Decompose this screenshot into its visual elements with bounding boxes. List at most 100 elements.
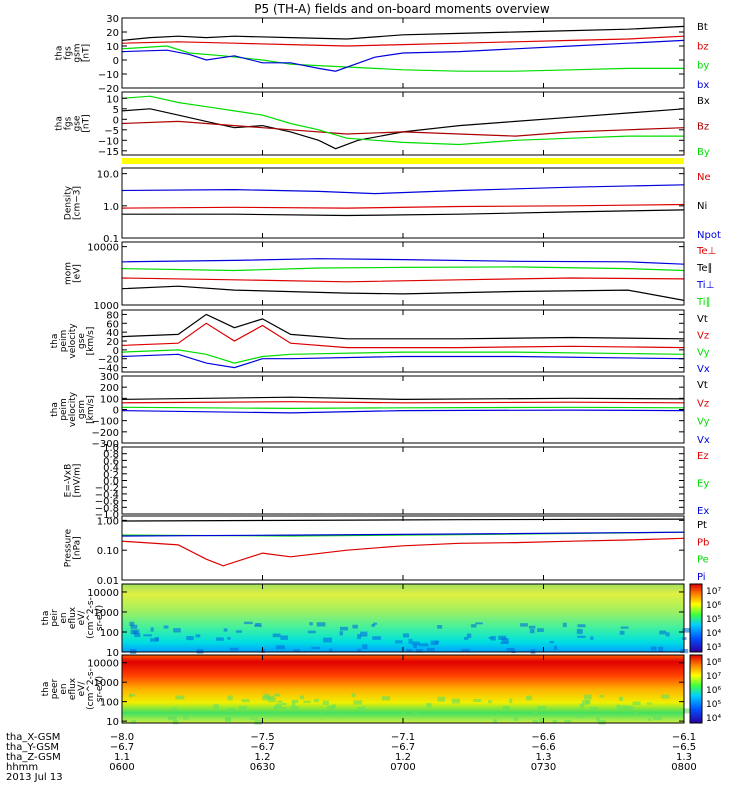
spectrogram-texture (172, 720, 179, 725)
spectrogram-texture (254, 719, 262, 725)
spectrogram-texture (261, 649, 265, 654)
spectrogram-texture (577, 635, 586, 638)
y-axis-label: Density [cm−3] (64, 185, 83, 220)
spectrogram-texture (575, 715, 583, 718)
spectrogram-texture (255, 622, 262, 626)
y-tick-label: 100 (100, 698, 119, 709)
spectrogram-texture (596, 717, 600, 722)
legend-Vz: Vz (697, 398, 709, 409)
y-axis-label-line: [eV] (73, 264, 83, 283)
spectrogram-texture (303, 700, 311, 704)
spectrogram-texture (291, 699, 299, 703)
legend-Vx: Vx (697, 364, 710, 375)
panel-frame (121, 446, 685, 515)
y-axis-label-line: fgs (64, 46, 74, 60)
spectrogram-texture (564, 720, 572, 723)
y-tick-label: −5 (104, 126, 119, 137)
spectrogram-texture (311, 646, 320, 650)
y-tick-label: 200 (100, 383, 119, 394)
spectrogram-texture (681, 708, 690, 714)
y-axis-label-line: eV/ (77, 610, 87, 626)
spectrogram-texture (401, 711, 406, 715)
series-line-Npot (121, 184, 685, 195)
series-line-Vx (121, 409, 685, 414)
legend-Ni: Ni (697, 201, 707, 212)
legend-bx: bx (697, 80, 709, 91)
colorbar-label: 10⁴ (706, 714, 721, 724)
spectrogram-texture (520, 623, 528, 627)
y-axis-label-line: (cm^2-s- (86, 668, 96, 710)
time-axis-value: 1.2 (395, 752, 411, 763)
legend-Vt: Vt (697, 380, 708, 391)
spectrogram-texture (475, 622, 483, 625)
spectrogram-texture (511, 648, 516, 654)
y-tick-label: 40 (106, 328, 119, 339)
y-tick-label: 10000 (87, 659, 119, 670)
spectrogram-texture (361, 705, 365, 711)
spectrogram-texture (275, 645, 285, 650)
y-tick-label: 20 (106, 337, 119, 348)
time-axis-row-label: 2013 Jul 13 (6, 772, 63, 783)
spectrogram-texture (528, 625, 536, 629)
y-tick-label: 0.1 (103, 234, 119, 245)
spectrogram-texture (134, 633, 141, 638)
spectrogram-texture (277, 700, 283, 704)
spectrogram-texture (381, 696, 391, 701)
spectrogram-texture (647, 718, 651, 721)
y-tick-label: 0 (113, 115, 119, 126)
spectrogram-texture (590, 636, 594, 640)
legend-Npot: Npot (697, 230, 721, 241)
spectrogram-texture (372, 636, 382, 640)
y-tick-label: 0.2 (103, 470, 119, 481)
series-line-Bt (121, 25, 685, 41)
series-line-Vz (121, 401, 685, 404)
time-axis-value: −6.7 (110, 742, 134, 753)
spectrogram-texture (530, 649, 536, 654)
spectrogram-texture (171, 707, 178, 711)
spectrogram-texture (227, 637, 231, 640)
spectrogram-texture (646, 702, 653, 705)
spectrogram-texture (129, 649, 137, 654)
y-axis-label-line: eflux (68, 677, 78, 700)
y-tick-label: 100 (100, 628, 119, 639)
spectrogram-texture (360, 631, 368, 637)
spectrogram-texture (513, 717, 519, 722)
y-tick-label: −200 (92, 428, 119, 439)
spectrogram-texture (215, 637, 224, 641)
legend-Pi: Pi (697, 572, 706, 583)
legend-by: by (697, 61, 709, 72)
y-axis-label-line: [nPa] (73, 536, 83, 559)
y-axis-label-line: [km/s] (86, 395, 96, 424)
series-line-Vx (121, 353, 685, 369)
spectrogram-texture (437, 625, 443, 629)
time-axis-value: −6.7 (391, 742, 415, 753)
spectrogram-texture (268, 695, 275, 700)
spectrogram-texture (262, 695, 270, 701)
spectrogram-texture (339, 631, 343, 636)
colorbar-label: 10⁷ (706, 587, 721, 597)
time-axis-value: −7.1 (391, 732, 415, 743)
y-axis-label: tha peim velocity gsm [km/s] (50, 391, 96, 427)
y-axis-label: mom [eV] (64, 262, 83, 285)
spectrogram-texture (585, 699, 591, 705)
spectrogram-texture (411, 710, 419, 715)
spectrogram-texture (525, 695, 532, 701)
spectrogram-texture (279, 707, 287, 710)
time-axis-value: −7.5 (250, 732, 274, 743)
spectrogram-texture (242, 710, 247, 713)
y-tick-label: −0.6 (95, 497, 119, 508)
y-tick-label: 0 (113, 406, 119, 417)
spectrogram-texture (316, 622, 326, 627)
spectrogram-texture (274, 693, 281, 697)
legend-Te∥: Te∥ (696, 263, 713, 274)
y-tick-label: 0.10 (97, 546, 119, 557)
legend-Vz: Vz (697, 331, 709, 342)
y-tick-label: −300 (92, 439, 119, 450)
y-tick-label: −20 (98, 84, 119, 95)
spectrogram-texture (413, 644, 417, 649)
spectrogram-texture (665, 632, 670, 637)
spectrogram-texture (353, 700, 363, 705)
